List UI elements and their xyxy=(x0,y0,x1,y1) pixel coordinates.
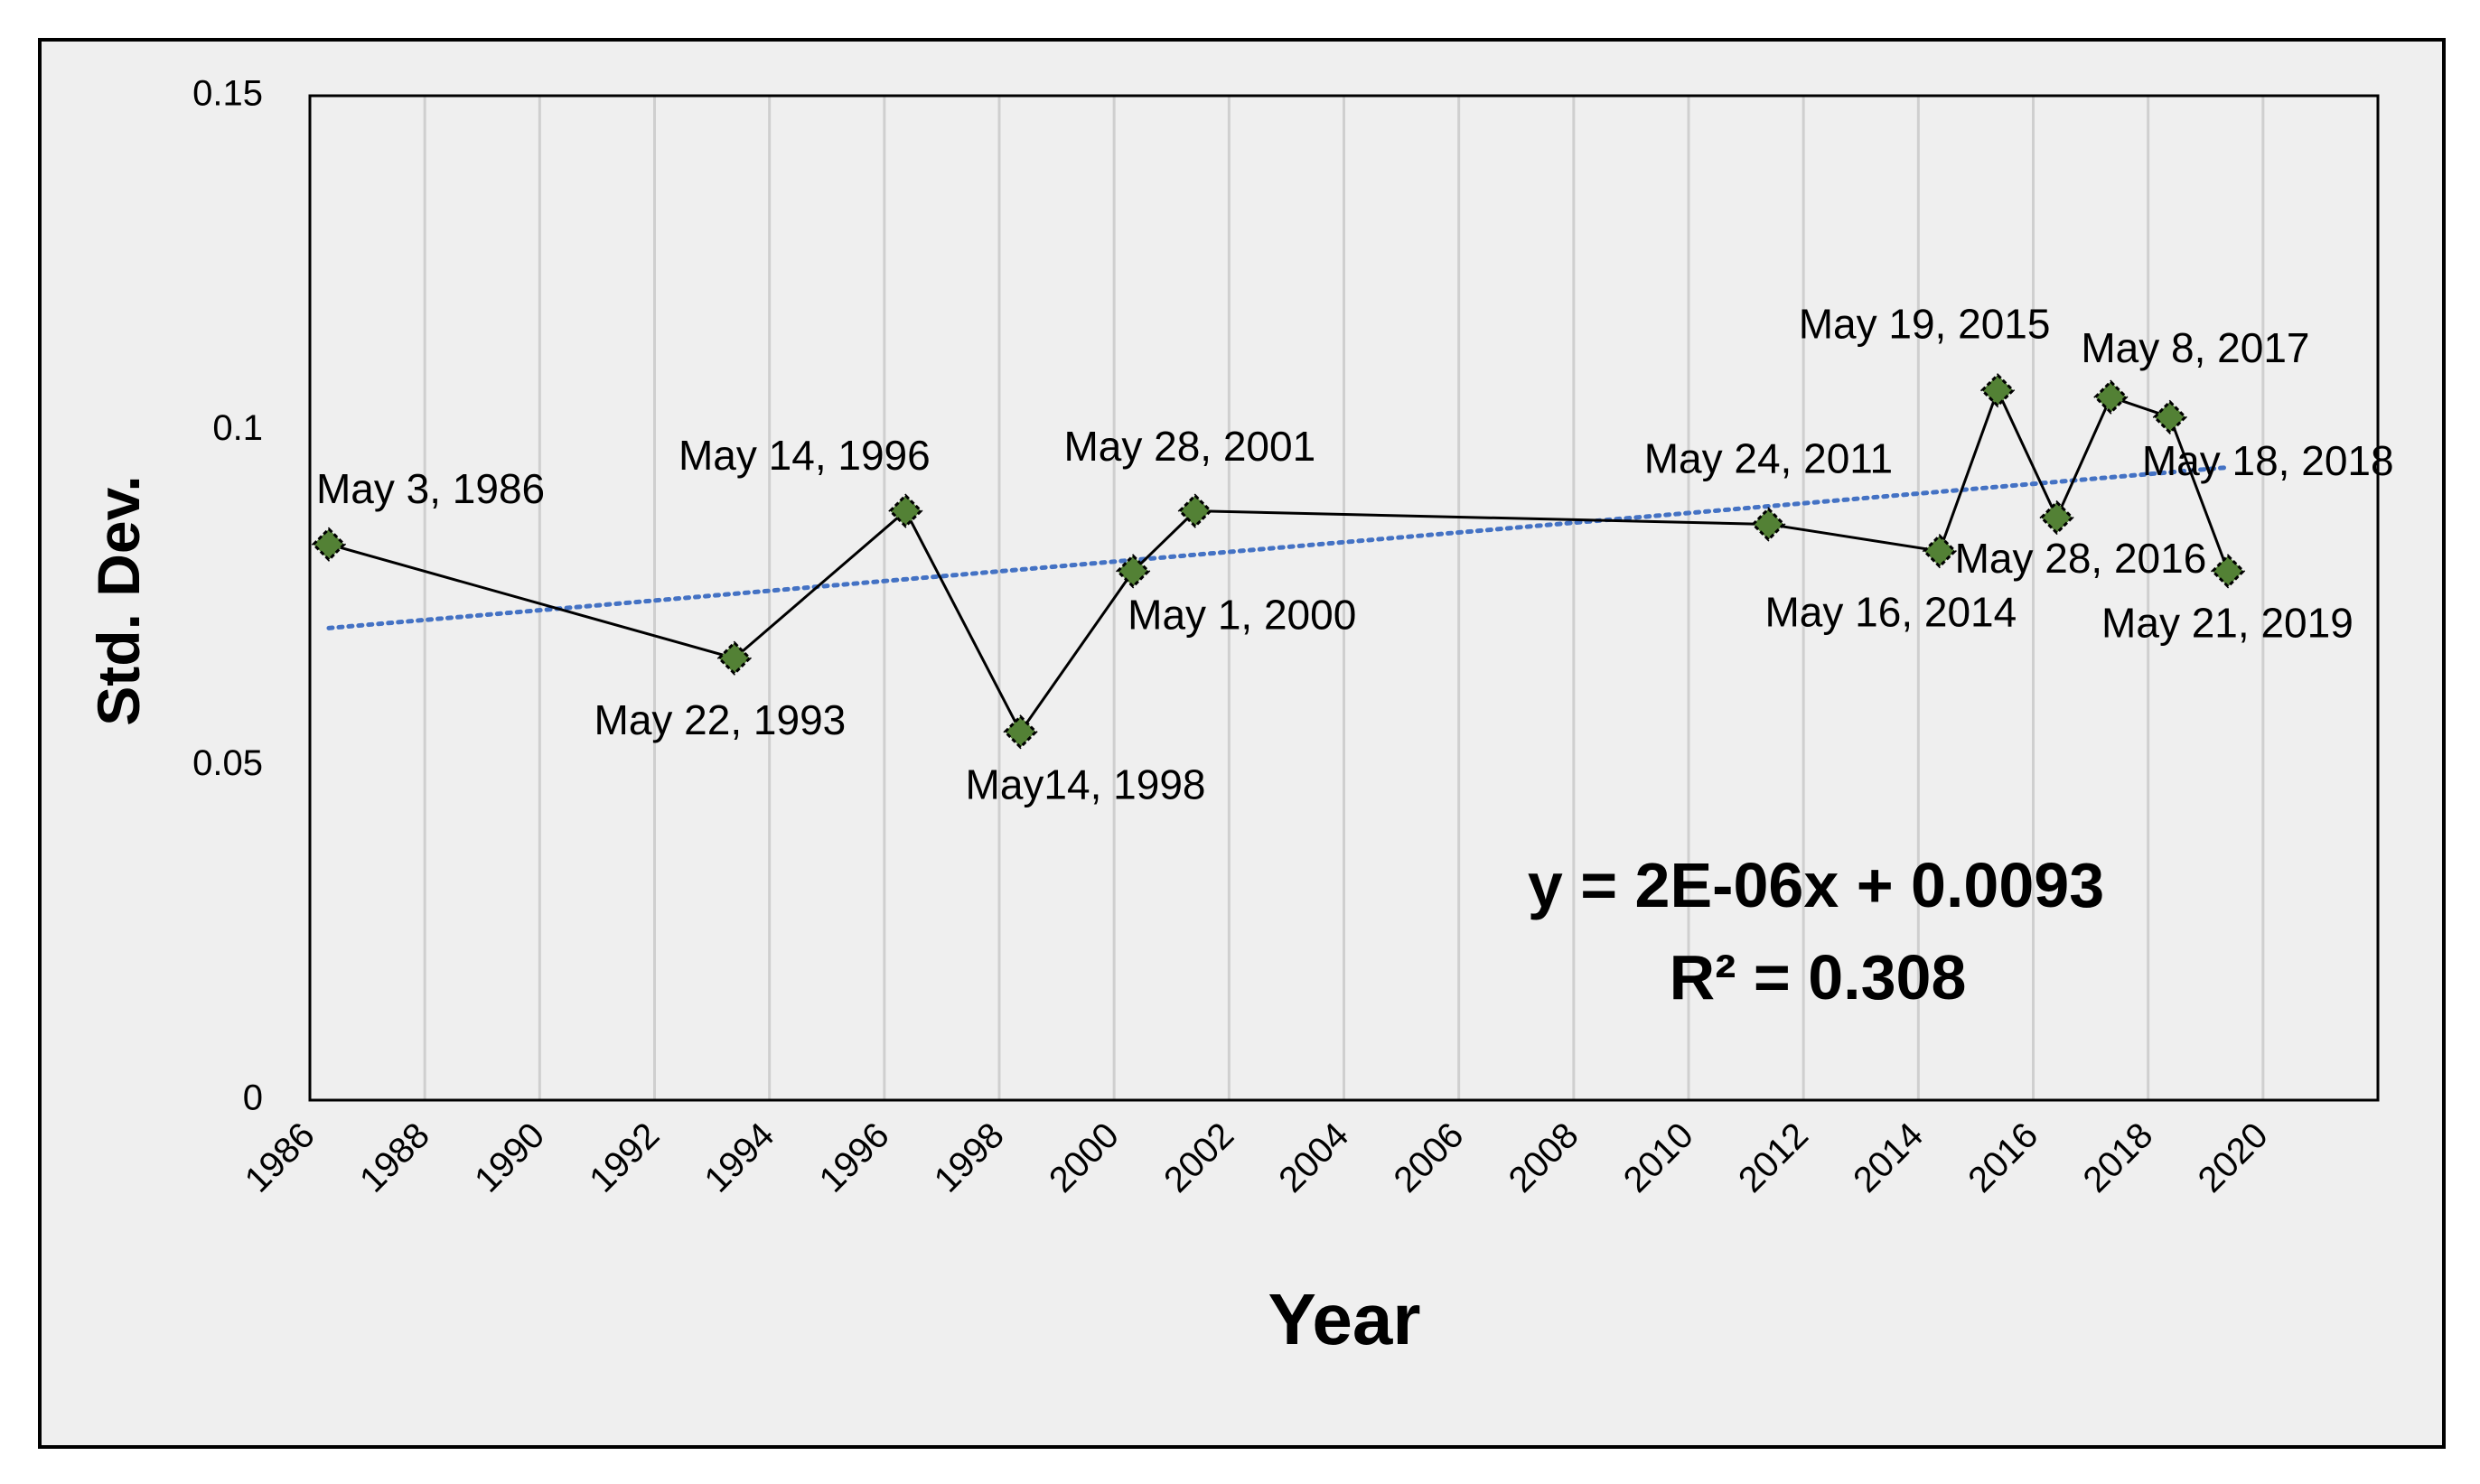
data-point-marker xyxy=(311,527,347,562)
y-tick-label: 0 xyxy=(243,1078,263,1118)
data-point-label: May 28, 2016 xyxy=(1955,535,2207,582)
plot-frame xyxy=(308,94,2380,1102)
trendline-layer xyxy=(326,464,2231,630)
data-point-marker xyxy=(1751,507,1786,542)
marker-layer xyxy=(311,373,2246,750)
data-point-label: May 8, 2017 xyxy=(2081,324,2309,371)
data-point-label: May14, 1998 xyxy=(966,761,1206,807)
data-point-marker xyxy=(1979,373,2016,408)
y-axis-title: Std. Dev. xyxy=(85,475,152,726)
data-point-label: May 1, 2000 xyxy=(1128,592,1356,639)
data-point-marker xyxy=(2039,499,2074,536)
data-point-label: May 24, 2011 xyxy=(1644,435,1893,482)
grid xyxy=(423,96,2265,1100)
data-point-marker xyxy=(2210,554,2246,589)
y-tick-label: 0.1 xyxy=(212,408,263,448)
data-point-label: May 19, 2015 xyxy=(1799,300,2051,347)
chart-area xyxy=(38,38,2446,1449)
trendline xyxy=(326,464,2231,630)
data-point-label: May 22, 1993 xyxy=(594,696,847,743)
data-point-label: May 18, 2018 xyxy=(2142,437,2394,484)
y-tick-label: 0.15 xyxy=(192,74,263,114)
data-point-marker xyxy=(2152,399,2187,434)
data-point-marker xyxy=(716,640,753,676)
trendline-equation: y = 2E-06x + 0.0093 xyxy=(1528,850,2104,920)
trendline-r-squared: R² = 0.308 xyxy=(1670,942,1967,1013)
data-point-marker xyxy=(1922,533,1957,569)
data-point-label: May 28, 2001 xyxy=(1063,423,1315,470)
data-point-label: May 14, 1996 xyxy=(678,432,931,479)
data-point-marker xyxy=(1003,714,1038,750)
x-axis-title: Year xyxy=(1268,1279,1420,1359)
data-point-marker xyxy=(888,493,923,528)
data-point-marker xyxy=(1177,493,1212,528)
data-point-label: May 21, 2019 xyxy=(2101,600,2354,647)
y-tick-label: 0.05 xyxy=(192,743,263,783)
data-point-marker xyxy=(2093,379,2129,415)
data-point-marker xyxy=(1116,554,1151,589)
data-point-label: May 16, 2014 xyxy=(1764,588,2017,635)
point-label-layer: May 3, 1986 May 22, 1993 May 14, 1996 May14… xyxy=(316,300,2394,807)
data-point-label: May 3, 1986 xyxy=(316,465,545,512)
